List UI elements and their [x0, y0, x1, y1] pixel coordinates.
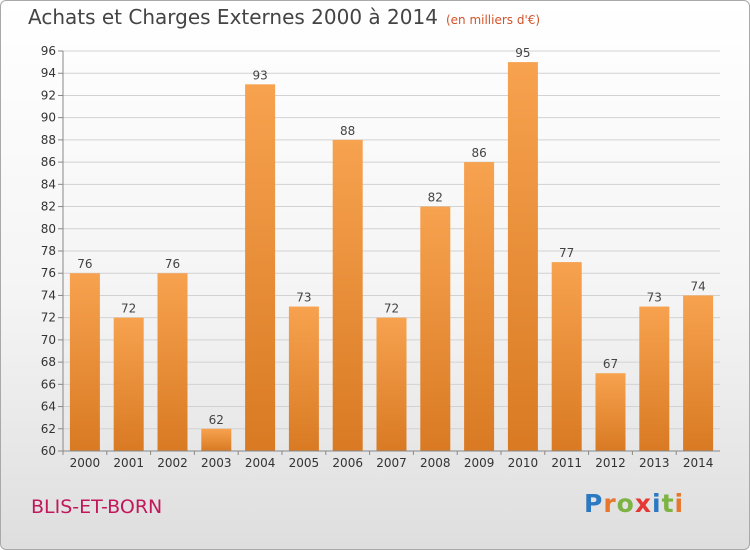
x-tick-label-2008: 2008: [420, 456, 451, 470]
x-tick-label-2009: 2009: [464, 456, 495, 470]
y-tick-label: 96: [41, 44, 56, 58]
bar-2007[interactable]: [376, 317, 407, 451]
x-tick-label-2003: 2003: [201, 456, 232, 470]
y-tick-label: 94: [41, 66, 56, 80]
x-tick-label-2012: 2012: [595, 456, 626, 470]
y-tick-label: 88: [41, 133, 56, 147]
x-tick-label-2001: 2001: [113, 456, 144, 470]
value-label-2012: 67: [603, 357, 618, 371]
value-label-2000: 76: [77, 257, 92, 271]
y-tick-label: 62: [41, 422, 56, 436]
value-label-2006: 88: [340, 124, 355, 138]
x-tick-label-2013: 2013: [639, 456, 670, 470]
logo-letter: x: [634, 489, 652, 518]
y-tick-label: 82: [41, 200, 56, 214]
y-tick-label: 80: [41, 222, 56, 236]
bars: 76 72 76 62 93 73 88 72 82 86 95 77 67 73 74: [69, 46, 714, 451]
logo-letter: i: [652, 489, 662, 518]
bar-2006[interactable]: [332, 139, 363, 451]
x-tick-label-2006: 2006: [332, 456, 363, 470]
y-tick-label: 78: [41, 244, 56, 258]
x-tick-label-2004: 2004: [245, 456, 276, 470]
x-tick-label-2010: 2010: [508, 456, 539, 470]
y-tick-label: 74: [41, 288, 56, 302]
bar-2011[interactable]: [551, 262, 582, 451]
commune-name: BLIS-ET-BORN: [31, 496, 163, 518]
bar-2003[interactable]: [201, 428, 232, 451]
bar-2002[interactable]: [157, 273, 188, 451]
logo-letter: i: [674, 489, 685, 518]
y-tick-label: 72: [41, 311, 56, 325]
x-tick-label-2000: 2000: [70, 456, 101, 470]
chart-title: Achats et Charges Externes 2000 à 2014 (e…: [28, 5, 540, 29]
value-label-2005: 73: [296, 291, 311, 305]
x-tick-label-2007: 2007: [376, 456, 407, 470]
y-tick-label: 68: [41, 355, 56, 369]
bar-2001[interactable]: [113, 317, 144, 451]
bar-2004[interactable]: [245, 84, 276, 451]
bar-2012[interactable]: [595, 373, 626, 451]
logo-letter: o: [616, 489, 635, 518]
value-label-2003: 62: [209, 413, 224, 427]
value-label-2001: 72: [121, 302, 136, 316]
value-label-2007: 72: [384, 302, 399, 316]
value-label-2004: 93: [252, 68, 267, 82]
x-tick-label-2014: 2014: [683, 456, 714, 470]
value-label-2013: 73: [647, 291, 662, 305]
x-tick-label-2005: 2005: [289, 456, 320, 470]
value-label-2011: 77: [559, 246, 574, 260]
y-tick-label: 70: [41, 333, 56, 347]
logo-letter: P: [584, 489, 604, 518]
x-axis: 2000 2001 2002 2003 2004 2005 2006 2007 2008 2009…: [62, 450, 720, 470]
y-tick-label: 76: [41, 266, 56, 280]
chart-subtitle: (en milliers d'€): [445, 13, 541, 27]
y-tick-label: 60: [41, 444, 56, 458]
y-axis: 60 62 64 66 68 70 72 74 76 78 80 82 84 86 88 90 92 94 96: [41, 44, 64, 458]
proxiti-logo[interactable]: Proxiti: [584, 489, 684, 518]
bar-2010[interactable]: [507, 62, 538, 451]
y-tick-label: 64: [41, 400, 56, 414]
value-label-2008: 82: [428, 191, 443, 205]
chart-title-text: Achats et Charges Externes 2000 à 2014: [28, 5, 438, 29]
bar-2009[interactable]: [464, 162, 495, 451]
value-label-2014: 74: [690, 279, 705, 293]
value-label-2002: 76: [165, 257, 180, 271]
y-tick-label: 84: [41, 177, 56, 191]
value-label-2010: 95: [515, 46, 530, 60]
y-tick-label: 90: [41, 111, 56, 125]
bar-2014[interactable]: [683, 295, 714, 451]
x-tick-label-2011: 2011: [551, 456, 582, 470]
value-label-2009: 86: [471, 146, 486, 160]
bar-2008[interactable]: [420, 206, 451, 451]
y-tick-label: 92: [41, 88, 56, 102]
bar-2000[interactable]: [69, 273, 100, 451]
x-tick-label-2002: 2002: [157, 456, 188, 470]
logo-letter: t: [661, 489, 675, 518]
bar-2005[interactable]: [288, 306, 319, 451]
logo-letter: r: [603, 489, 617, 518]
bar-2013[interactable]: [639, 306, 670, 451]
y-tick-label: 86: [41, 155, 56, 169]
y-tick-label: 66: [41, 377, 56, 391]
